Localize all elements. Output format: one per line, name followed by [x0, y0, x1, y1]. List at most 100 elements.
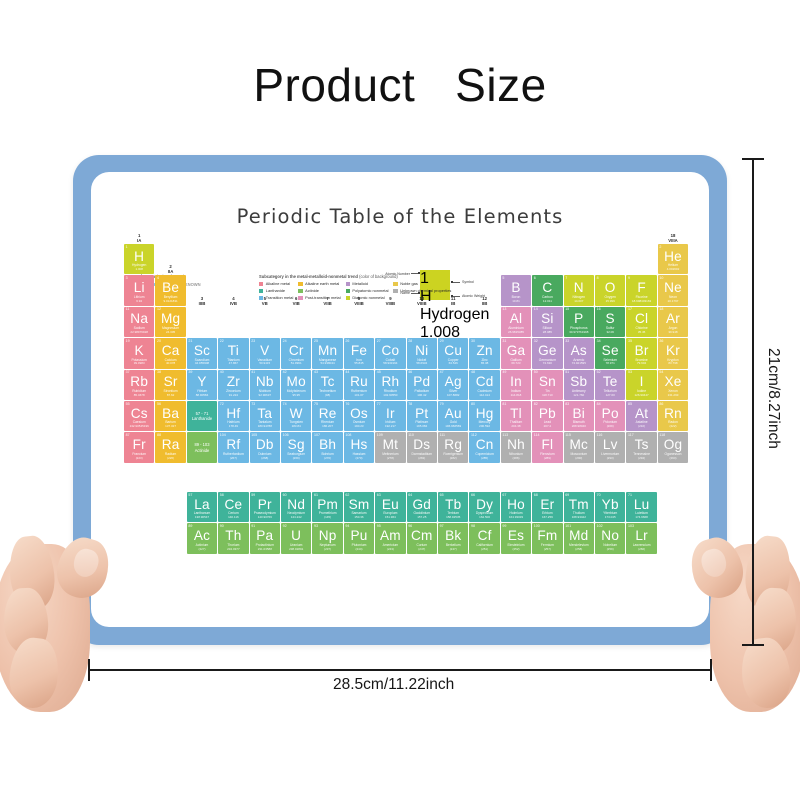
- element-cell-Gd[interactable]: 64 Gd Gadolinium 157.25: [406, 492, 437, 523]
- element-cell-Hs[interactable]: 108 Hs Hassium (270): [343, 432, 375, 463]
- element-cell-Sb[interactable]: 51 Sb Antimony 121.760: [563, 369, 594, 400]
- element-cell-Eu[interactable]: 63 Eu Europium 151.964: [375, 492, 406, 523]
- element-cell-Tb[interactable]: 65 Tb Terbium 158.92535: [438, 492, 469, 523]
- element-cell-La[interactable]: 57 La Lanthanum 138.90547: [186, 492, 218, 523]
- element-cell-Cu[interactable]: 29 Cu Copper 63.546: [438, 338, 469, 369]
- element-cell-Al[interactable]: 13 Al Aluminium 26.9815385: [500, 306, 532, 338]
- element-cell-Hf[interactable]: 72 Hf Hafnium 178.49: [218, 401, 249, 432]
- element-cell-Lr[interactable]: 103 Lr Lawrencium (266): [626, 523, 657, 554]
- element-cell-Na[interactable]: 11 Na Sodium 22.98976928: [124, 306, 155, 338]
- element-cell-Pb[interactable]: 82 Pb Lead 207.2: [532, 401, 563, 432]
- element-cell-Ho[interactable]: 67 Ho Holmium 164.93033: [500, 492, 532, 523]
- element-cell-Bi[interactable]: 83 Bi Bismuth 208.98040: [563, 401, 594, 432]
- element-cell-Md[interactable]: 101 Md Mendelevium (258): [563, 523, 594, 554]
- element-cell-Rh[interactable]: 45 Rh Rhodium 102.90550: [375, 369, 406, 400]
- element-cell-Ba[interactable]: 56 Ba Barium 137.327: [155, 401, 186, 432]
- element-cell-Sg[interactable]: 106 Sg Seaborgium (269): [281, 432, 312, 463]
- element-cell-At[interactable]: 85 At Astatine (210): [626, 401, 657, 432]
- element-cell-H[interactable]: 1 H Hydrogen 1.008: [124, 244, 155, 275]
- element-cell-Hg[interactable]: 80 Hg Mercury 200.592: [469, 401, 500, 432]
- element-cell-Cf[interactable]: 98 Cf Californium (251): [469, 523, 500, 554]
- element-cell-Pr[interactable]: 59 Pr Praseodymium 140.90766: [249, 492, 280, 523]
- element-cell-Nb[interactable]: 41 Nb Niobium 92.90637: [249, 369, 280, 400]
- element-cell-Os[interactable]: 76 Os Osmium 190.23: [343, 401, 375, 432]
- element-cell-Zn[interactable]: 30 Zn Zinc 65.38: [469, 338, 500, 369]
- element-cell-Pa[interactable]: 91 Pa Protactinium 231.03588: [249, 523, 280, 554]
- element-cell-C[interactable]: 6 C Carbon 12.011: [532, 275, 563, 306]
- element-cell-Pt[interactable]: 78 Pt Platinum 195.084: [406, 401, 437, 432]
- element-cell-Se[interactable]: 34 Se Selenium 78.971: [595, 338, 626, 369]
- element-cell-Li[interactable]: 3 Li Lithium 6.94: [124, 275, 155, 306]
- element-cell-Cl[interactable]: 17 Cl Chlorine 35.45: [626, 306, 657, 338]
- element-cell-Rn[interactable]: 86 Rn Radon (222): [657, 401, 689, 432]
- element-cell-Ag[interactable]: 47 Ag Silver 107.8682: [438, 369, 469, 400]
- element-cell-Ca[interactable]: 20 Ca Calcium 40.078: [155, 338, 186, 369]
- element-cell-Pu[interactable]: 94 Pu Plutonium (244): [343, 523, 375, 554]
- element-cell-Cm[interactable]: 96 Cm Curium (247): [406, 523, 437, 554]
- element-cell-Fr[interactable]: 87 Fr Francium (223): [124, 432, 155, 463]
- element-cell-Rb[interactable]: 37 Rb Rubidium 85.4678: [124, 369, 155, 400]
- element-cell-Am[interactable]: 95 Am Americium (243): [375, 523, 406, 554]
- element-cell-Fl[interactable]: 114 Fl Flerovium (289): [532, 432, 563, 463]
- element-cell-Po[interactable]: 84 Po Polonium (209): [595, 401, 626, 432]
- element-cell-Er[interactable]: 68 Er Erbium 167.259: [532, 492, 563, 523]
- element-cell-Tc[interactable]: 43 Tc Technetium (98): [312, 369, 343, 400]
- element-cell-S[interactable]: 16 S Sulfur 32.06: [595, 306, 626, 338]
- element-cell-Be[interactable]: 4 Be Beryllium 9.0121831: [155, 275, 186, 306]
- element-cell-Cr[interactable]: 24 Cr Chromium 51.9961: [281, 338, 312, 369]
- element-cell-Sc[interactable]: 21 Sc Scandium 44.955908: [186, 338, 218, 369]
- element-cell-Mt[interactable]: 109 Mt Meitnerium (278): [375, 432, 406, 463]
- element-cell-O[interactable]: 8 O Oxygen 15.999: [595, 275, 626, 306]
- element-cell-Si[interactable]: 14 Si Silicon 28.085: [532, 306, 563, 338]
- element-cell-V[interactable]: 23 V Vanadium 50.9415: [249, 338, 280, 369]
- element-cell-Sr[interactable]: 38 Sr Strontium 87.62: [155, 369, 186, 400]
- element-cell-Bk[interactable]: 97 Bk Berkelium (247): [438, 523, 469, 554]
- element-cell-Ce[interactable]: 58 Ce Cerium 140.116: [218, 492, 249, 523]
- element-cell-Fm[interactable]: 100 Fm Fermium (257): [532, 523, 563, 554]
- element-cell-Lv[interactable]: 116 Lv Livermorium (293): [595, 432, 626, 463]
- element-cell-Br[interactable]: 35 Br Bromine 79.904: [626, 338, 657, 369]
- element-cell-Xe[interactable]: 54 Xe Xenon 131.293: [657, 369, 689, 400]
- element-cell-Pm[interactable]: 61 Pm Promethium (145): [312, 492, 343, 523]
- element-cell-Te[interactable]: 52 Te Tellurium 127.60: [595, 369, 626, 400]
- element-cell-Sn[interactable]: 50 Sn Tin 118.710: [532, 369, 563, 400]
- element-cell-Cd[interactable]: 48 Cd Cadmium 112.414: [469, 369, 500, 400]
- element-cell-I[interactable]: 53 I Iodine 126.90447: [626, 369, 657, 400]
- element-cell-Lu[interactable]: 71 Lu Lutetium 174.9668: [626, 492, 657, 523]
- element-cell-U[interactable]: 92 U Uranium 238.02891: [281, 523, 312, 554]
- element-cell-Nh[interactable]: 113 Nh Nihonium (286): [500, 432, 532, 463]
- element-cell-Ts[interactable]: 117 Ts Tennessine (294): [626, 432, 657, 463]
- element-cell-B[interactable]: 5 B Boron 10.81: [500, 275, 532, 306]
- element-cell-Ir[interactable]: 77 Ir Iridium 192.217: [375, 401, 406, 432]
- element-cell-Tm[interactable]: 69 Tm Thulium 168.93422: [563, 492, 594, 523]
- element-cell-Ar[interactable]: 18 Ar Argon 39.948: [657, 306, 689, 338]
- element-cell-Dy[interactable]: 66 Dy Dysprosium 162.500: [469, 492, 500, 523]
- element-cell-Ra[interactable]: 88 Ra Radium (226): [155, 432, 186, 463]
- element-cell-Db[interactable]: 105 Db Dubnium (268): [249, 432, 280, 463]
- element-cell-P[interactable]: 15 P Phosphorus 30.973761998: [563, 306, 594, 338]
- element-cell-He[interactable]: 2 He Helium 4.002602: [657, 244, 689, 275]
- element-cell-Rg[interactable]: 111 Rg Roentgenium (282): [438, 432, 469, 463]
- element-cell-F[interactable]: 9 F Fluorine 18.998403163: [626, 275, 657, 306]
- element-cell-Kr[interactable]: 36 Kr Krypton 83.798: [657, 338, 689, 369]
- element-cell-Bh[interactable]: 107 Bh Bohrium (270): [312, 432, 343, 463]
- element-cell-No[interactable]: 102 No Nobelium (259): [595, 523, 626, 554]
- element-cell-Zr[interactable]: 40 Zr Zirconium 91.224: [218, 369, 249, 400]
- element-cell-K[interactable]: 19 K Potassium 39.0983: [124, 338, 155, 369]
- element-cell-N[interactable]: 7 N Nitrogen 14.007: [563, 275, 594, 306]
- element-cell-Cn[interactable]: 112 Cn Copernicium (285): [469, 432, 500, 463]
- element-cell-Ne[interactable]: 10 Ne Neon 20.1797: [657, 275, 689, 306]
- element-cell-Np[interactable]: 93 Np Neptunium (237): [312, 523, 343, 554]
- element-cell-Nd[interactable]: 60 Nd Neodymium 144.242: [281, 492, 312, 523]
- element-cell-Th[interactable]: 90 Th Thorium 232.0377: [218, 523, 249, 554]
- element-cell-Ni[interactable]: 28 Ni Nickel 58.6934: [406, 338, 437, 369]
- element-cell-Rf[interactable]: 104 Rf Rutherfordium (267): [218, 432, 249, 463]
- element-cell-Ds[interactable]: 110 Ds Darmstadtium (281): [406, 432, 437, 463]
- element-cell-Ru[interactable]: 44 Ru Ruthenium 101.07: [343, 369, 375, 400]
- element-cell-Mo[interactable]: 42 Mo Molybdenum 95.95: [281, 369, 312, 400]
- element-cell-Cs[interactable]: 55 Cs Caesium 132.90545196: [124, 401, 155, 432]
- element-cell-Mg[interactable]: 12 Mg Magnesium 24.305: [155, 306, 186, 338]
- placeholder-cell[interactable]: 57 - 71 Lanthanide: [186, 401, 218, 432]
- element-cell-Sm[interactable]: 62 Sm Samarium 150.36: [343, 492, 375, 523]
- element-cell-Ge[interactable]: 32 Ge Germanium 72.630: [532, 338, 563, 369]
